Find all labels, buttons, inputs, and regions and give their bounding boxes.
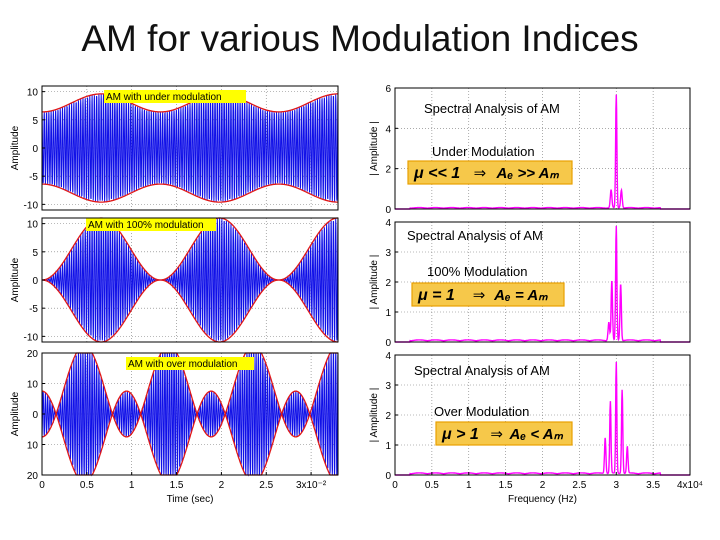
formula-arrow: ⇒ — [473, 287, 486, 304]
spectrum-subtitle: 100% Modulation — [427, 264, 527, 279]
y-tick-label: 10 — [27, 220, 39, 231]
y-tick-label: 1 — [385, 441, 391, 452]
y-tick-label: 0 — [385, 471, 391, 482]
x-tick-label: 2 — [219, 480, 225, 491]
y-tick-label: 3 — [385, 248, 391, 259]
y-tick-label: 1 — [385, 308, 391, 319]
x-axis-label: Frequency (Hz) — [508, 494, 577, 505]
formula-box — [435, 421, 573, 446]
formula-result: Aₑ < Aₘ — [508, 426, 563, 443]
x-tick-label: 0 — [39, 480, 45, 491]
chart-spec-under: Spectral Analysis of AM Under Modulation μ… — [369, 84, 691, 216]
y-tick-label: 20 — [27, 471, 39, 482]
x-tick-label: 2.5 — [572, 480, 586, 491]
y-axis-label: Amplitude — [10, 257, 21, 302]
x-tick-label: 0.5 — [425, 480, 439, 491]
y-tick-label: 10 — [27, 380, 39, 391]
y-tick-label: -5 — [29, 172, 38, 183]
spectrum-subtitle: Over Modulation — [434, 404, 529, 419]
x-tick-label: 2 — [540, 480, 546, 491]
x-tick-label: 0 — [392, 480, 398, 491]
y-tick-label: 0 — [385, 338, 391, 349]
y-tick-label: 0 — [32, 144, 38, 155]
formula-result: Aₑ = Aₘ — [493, 287, 548, 304]
y-tick-label: 20 — [27, 349, 39, 360]
y-tick-label: 5 — [32, 248, 38, 259]
y-tick-label: -5 — [29, 304, 38, 315]
slide-title: AM for various Modulation Indices — [81, 18, 639, 59]
envelope-lower-line — [42, 183, 338, 203]
x-tick-label: 3.5 — [646, 480, 660, 491]
x-tick-label: 4x10⁴ — [677, 480, 703, 491]
formula-result: Aₑ >> Aₘ — [496, 165, 560, 182]
formula-condition: μ = 1 — [417, 287, 455, 304]
y-tick-label: 5 — [32, 116, 38, 127]
y-tick-label: 0 — [32, 276, 38, 287]
y-tick-label: 4 — [385, 218, 391, 229]
y-tick-label: 4 — [385, 351, 391, 362]
y-tick-label: -10 — [24, 200, 39, 211]
formula-box — [407, 160, 573, 185]
spectrum-title: Spectral Analysis of AM — [407, 228, 543, 243]
y-tick-label: 0 — [385, 205, 391, 216]
x-axis-label: Time (sec) — [167, 494, 214, 505]
spectrum-line — [395, 225, 690, 343]
y-axis-label: | Amplitude | — [369, 255, 380, 310]
y-tick-label: 2 — [385, 278, 391, 289]
y-axis-label: Amplitude — [10, 391, 21, 436]
x-tick-label: 1.5 — [170, 480, 184, 491]
spectrum-subtitle: Under Modulation — [432, 144, 535, 159]
x-tick-label: 0.5 — [80, 480, 94, 491]
y-axis-label: | Amplitude | — [369, 388, 380, 443]
spectrum-title: Spectral Analysis of AM — [414, 363, 550, 378]
chart-spec-100: Spectral Analysis of AM 100% Modulation μ … — [369, 218, 691, 349]
plot-frame — [394, 87, 691, 210]
x-tick-label: 1 — [129, 480, 135, 491]
envelope-lower-line — [42, 279, 338, 343]
plot-label-bg — [104, 90, 246, 103]
y-axis-label: | Amplitude | — [369, 121, 380, 176]
y-tick-label: 2 — [385, 165, 391, 176]
plot-label-bg — [86, 218, 216, 231]
x-tick-label: 3x10⁻² — [296, 480, 327, 491]
y-tick-label: 2 — [385, 411, 391, 422]
y-axis-label: Amplitude — [10, 125, 21, 170]
chart-spec-over: Spectral Analysis of AM Over Modulation μ … — [369, 351, 703, 505]
chart-time-over: AM with over modulation201001020Amplitud… — [10, 349, 339, 505]
y-tick-label: 3 — [385, 381, 391, 392]
formula-box — [411, 282, 565, 307]
plot-label: AM with under modulation — [106, 92, 222, 103]
y-tick-label: 0 — [32, 410, 38, 421]
y-tick-label: 4 — [385, 124, 391, 135]
x-tick-label: 3 — [613, 480, 619, 491]
x-tick-label: 2.5 — [259, 480, 273, 491]
formula-condition: μ > 1 — [441, 426, 479, 443]
chart-time-under: AM with under modulation 10 5 0 -5 -10 Amplitu… — [10, 85, 339, 211]
y-tick-label: 6 — [385, 84, 391, 95]
formula-arrow: ⇒ — [474, 165, 487, 182]
plot-label-bg — [126, 357, 254, 370]
chart-time-100: AM with 100% modulation 10 5 0 -5 -10 Amplitud… — [10, 217, 339, 343]
x-tick-label: 1 — [466, 480, 472, 491]
y-tick-label: 10 — [27, 88, 39, 99]
plot-label: AM with over modulation — [128, 359, 238, 370]
spectrum-line — [395, 94, 690, 210]
spectrum-title: Spectral Analysis of AM — [424, 101, 560, 116]
x-tick-label: 1.5 — [499, 480, 513, 491]
formula-arrow: ⇒ — [490, 426, 503, 443]
y-tick-label: -10 — [24, 332, 39, 343]
plot-label: AM with 100% modulation — [88, 220, 204, 231]
formula-condition: μ << 1 — [413, 165, 460, 182]
y-tick-label: 10 — [27, 441, 39, 452]
